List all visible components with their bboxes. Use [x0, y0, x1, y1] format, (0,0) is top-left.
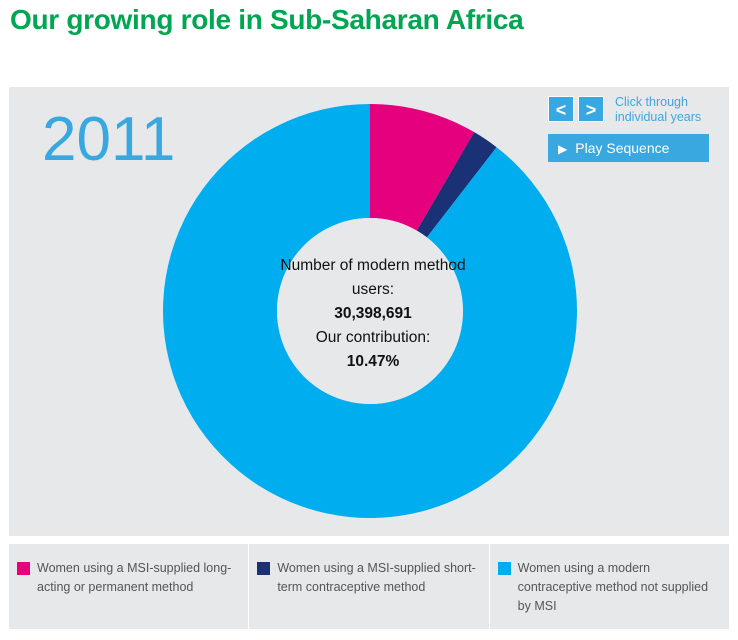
- previous-year-button[interactable]: <: [548, 96, 574, 122]
- contribution-label: Our contribution:: [315, 329, 431, 346]
- next-year-button[interactable]: >: [578, 96, 604, 122]
- center-summary: Number of modern method users: 30,398,69…: [273, 254, 473, 374]
- navigation-hint: Click through individual years: [615, 95, 702, 124]
- legend-swatch-pink: [17, 562, 30, 575]
- donut-slice-2: [416, 132, 497, 238]
- donut-slice-1: [370, 104, 475, 231]
- chart-panel: 2011 Number of modern method users: 30,3…: [9, 87, 729, 536]
- legend-swatch-navy: [257, 562, 271, 575]
- legend-item-long-acting: Women using a MSI-supplied long-acting o…: [9, 544, 250, 629]
- donut-hole: [277, 218, 463, 404]
- contribution-value: 10.47%: [346, 353, 400, 370]
- year-label: 2011: [42, 105, 176, 174]
- legend-label: Women using a MSI-supplied long-acting o…: [37, 561, 232, 594]
- play-sequence-label: Play Sequence: [575, 140, 670, 156]
- chart-legend: Women using a MSI-supplied long-acting o…: [9, 544, 729, 629]
- page-title: Our growing role in Sub-Saharan Africa: [10, 4, 524, 35]
- legend-label: Women using a MSI-supplied short-term co…: [277, 561, 476, 594]
- play-triangle-icon: ▶: [558, 142, 568, 156]
- users-value: 30,398,691: [334, 305, 412, 322]
- donut-chart: [163, 104, 577, 518]
- play-sequence-button[interactable]: ▶ Play Sequence: [548, 134, 709, 162]
- users-label: Number of modern method users:: [280, 257, 466, 298]
- legend-label: Women using a modern contraceptive metho…: [517, 561, 709, 613]
- legend-swatch-cyan: [497, 562, 511, 575]
- legend-item-not-msi: Women using a modern contraceptive metho…: [490, 544, 729, 629]
- legend-item-short-term: Women using a MSI-supplied short-term co…: [249, 544, 490, 629]
- donut-slice-3: [163, 104, 577, 518]
